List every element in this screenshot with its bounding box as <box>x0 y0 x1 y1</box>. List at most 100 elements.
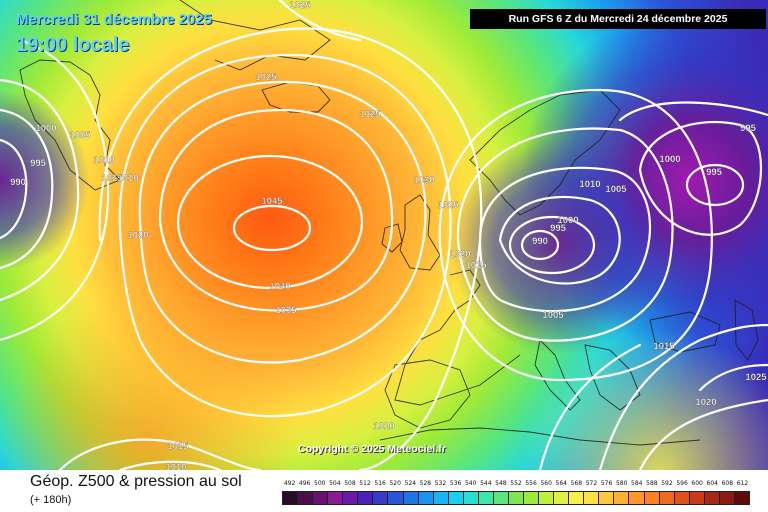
isobar-1010-central <box>456 127 674 342</box>
scale-swatch <box>554 492 570 504</box>
iberia-coast <box>384 359 471 429</box>
pressure-label: 1015 <box>101 173 123 184</box>
isobar-1035 <box>158 108 394 312</box>
scale-swatch <box>584 492 600 504</box>
forecast-map: 1025 1000 1005 995 990 1010 1015 1020 10… <box>0 0 768 470</box>
pressure-labels: 1025 1000 1005 995 990 1010 1015 1020 10… <box>10 0 767 470</box>
isobar-1000-east <box>638 120 763 236</box>
scale-label: 512 <box>359 480 371 487</box>
scale-swatch <box>478 492 494 504</box>
pressure-label: 1040 <box>269 281 290 292</box>
pressure-label: 1015 <box>653 341 675 352</box>
pressure-label: 1005 <box>69 130 91 141</box>
isobar-1025-north <box>278 0 362 42</box>
greenland-north-coast <box>179 0 331 71</box>
scale-label: 580 <box>615 480 628 487</box>
isobar-1030 <box>138 80 427 364</box>
scale-label: 492 <box>283 480 296 487</box>
scale-swatch <box>614 492 630 504</box>
pressure-label: 1025 <box>359 109 381 120</box>
isobar-1020-east <box>638 398 768 470</box>
pressure-label: 1010 <box>93 155 114 166</box>
isobar-1040 <box>176 154 364 290</box>
isobar-990-central <box>520 229 560 261</box>
black-sea-coast <box>649 311 721 353</box>
scale-label: 508 <box>344 480 356 487</box>
pressure-label: 1045 <box>261 196 283 207</box>
scale-label: 584 <box>631 480 643 487</box>
isobar-1000-central <box>498 195 621 285</box>
pressure-label: 990 <box>532 236 548 247</box>
isobars <box>0 0 768 470</box>
scale-label: 548 <box>495 480 507 487</box>
parameter-title: Géop. Z500 & pression au sol <box>30 473 242 490</box>
scale-label: 600 <box>691 480 703 487</box>
scale-swatch <box>704 492 720 504</box>
forecast-date: Mercredi 31 décembre 2025 <box>16 11 212 28</box>
isobar-1010-south <box>118 460 222 470</box>
scale-swatch <box>358 492 374 504</box>
pressure-label: 1010 <box>373 421 394 432</box>
scale-label: 564 <box>555 480 567 487</box>
copyright-notice: Copyright © 2025 Meteociel.fr <box>298 443 446 455</box>
scale-label: 588 <box>646 480 658 487</box>
pressure-label: 1010 <box>117 173 138 184</box>
pressure-label: 1000 <box>557 215 578 226</box>
run-info: Run GFS 6 Z du Mercredi 24 décembre 2025 <box>470 9 766 29</box>
scale-label: 612 <box>736 480 749 487</box>
scale-label: 500 <box>314 480 326 487</box>
ireland-coast <box>381 223 403 253</box>
scale-label: 572 <box>585 480 598 487</box>
pressure-label: 1020 <box>127 230 148 241</box>
scale-swatch <box>674 492 690 504</box>
scale-label: 604 <box>706 480 718 487</box>
scale-label: 576 <box>600 480 613 487</box>
scale-label: 532 <box>434 480 447 487</box>
isobar-1045 <box>232 204 312 252</box>
pressure-label: 1020 <box>449 249 470 260</box>
scale-swatch <box>433 492 449 504</box>
color-scale <box>282 491 750 505</box>
pressure-label: 1005 <box>542 310 564 321</box>
isobar-1010-east <box>538 343 642 470</box>
pressure-label: 990 <box>10 177 26 188</box>
scale-swatch <box>539 492 555 504</box>
pressure-label: 1015 <box>465 260 487 271</box>
scale-label: 520 <box>389 480 401 487</box>
scale-swatch <box>373 492 389 504</box>
scale-swatch <box>629 492 645 504</box>
pressure-label: 995 <box>740 123 757 134</box>
scale-swatch <box>298 492 314 504</box>
scale-label: 540 <box>464 480 477 487</box>
pressure-label: 1030 <box>413 175 434 186</box>
scale-swatch <box>403 492 419 504</box>
scale-swatch <box>719 492 735 504</box>
isobar-995-west <box>0 138 28 240</box>
pressure-label: 995 <box>550 223 567 234</box>
italy-coast <box>534 339 581 411</box>
scale-label: 608 <box>721 480 734 487</box>
isobar-995-east <box>685 163 745 207</box>
isobar-1010-west <box>0 38 110 342</box>
scale-label: 496 <box>298 480 311 487</box>
isobar-995-central <box>508 215 596 275</box>
isobar-1025-east <box>698 363 768 392</box>
scale-label: 556 <box>525 480 537 487</box>
scale-swatch <box>599 492 615 504</box>
isobar-995-northeast <box>618 101 768 122</box>
pressure-label: 1020 <box>695 397 716 408</box>
coastlines <box>19 0 759 446</box>
scale-label: 568 <box>570 480 583 487</box>
scale-label: 560 <box>540 480 552 487</box>
pressure-label: 995 <box>30 158 47 169</box>
scale-swatch <box>734 492 749 504</box>
scale-swatch <box>659 492 675 504</box>
greenland-coast <box>19 59 121 191</box>
pressure-label: 1025 <box>289 0 311 11</box>
isobar-1005-west <box>0 78 80 302</box>
isobar-1015-east <box>598 323 768 470</box>
scale-swatch <box>463 492 479 504</box>
scale-swatch <box>524 492 540 504</box>
scale-swatch <box>689 492 705 504</box>
scale-label: 536 <box>449 480 462 487</box>
